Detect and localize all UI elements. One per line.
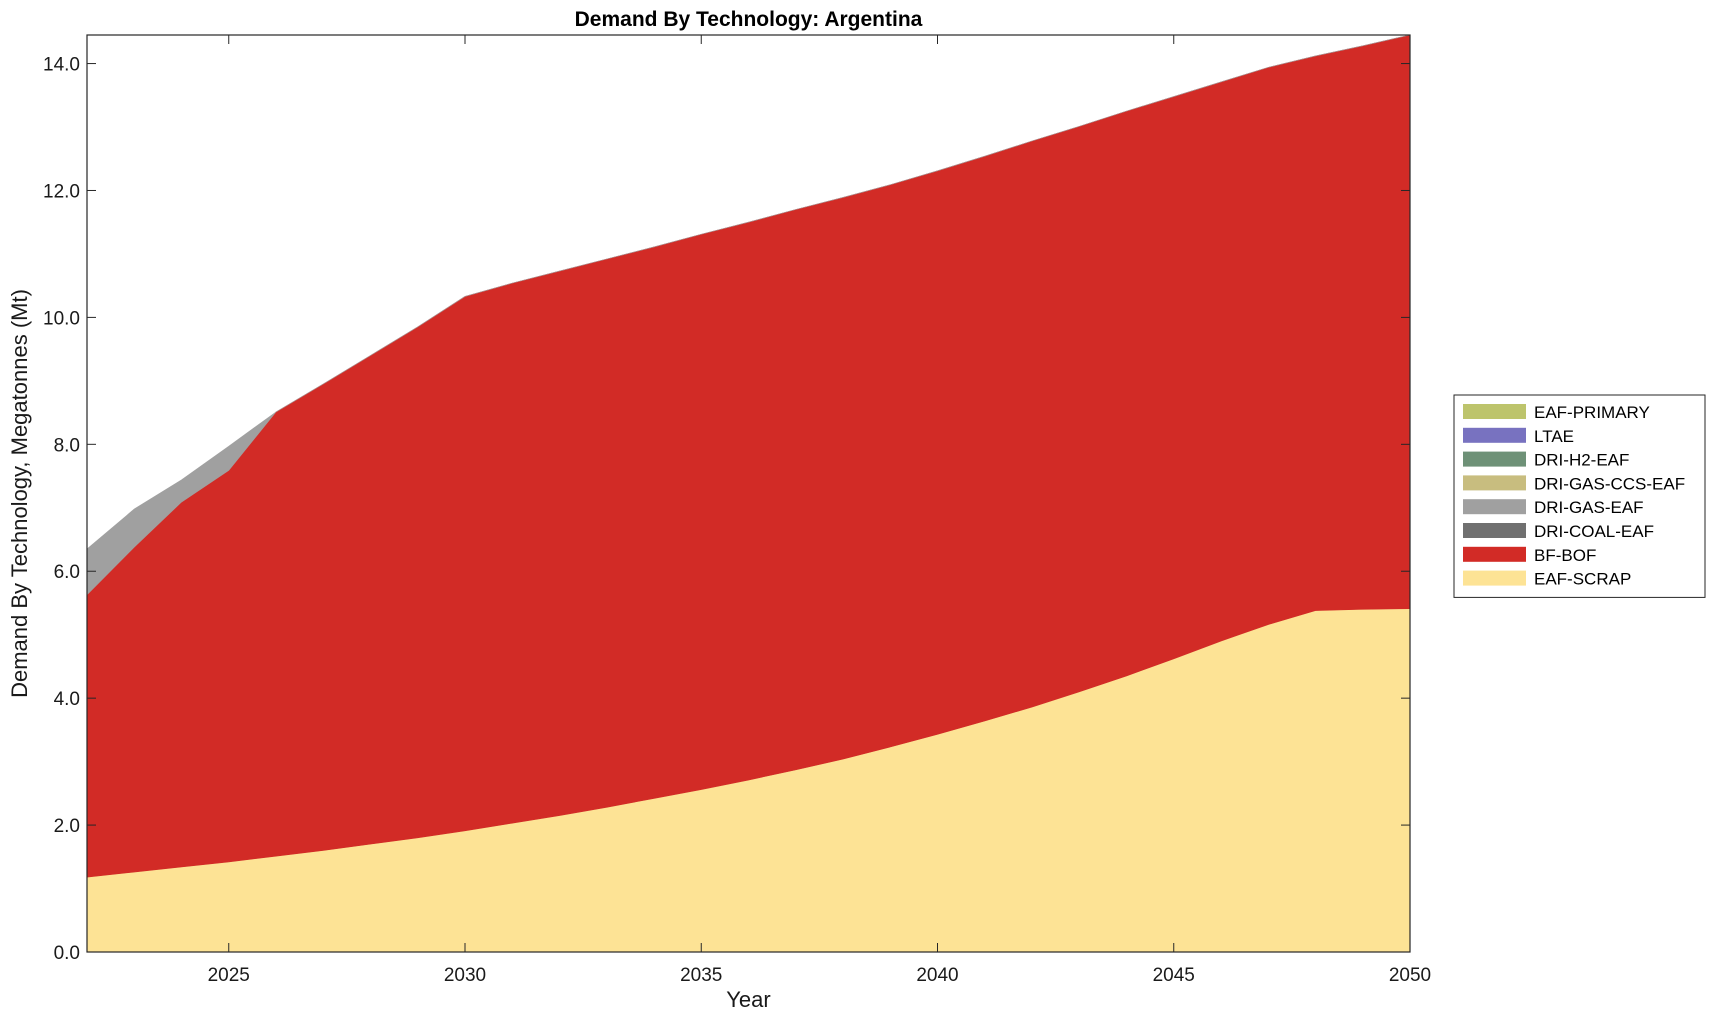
legend: EAF-PRIMARY LTAE DRI-H2-EAF DRI-GAS-CCS-EAF… — [1453, 394, 1706, 598]
x-tick-label: 2040 — [916, 965, 958, 986]
y-tick-label: 14.0 — [43, 55, 80, 76]
legend-swatch-dri-gas-eaf — [1463, 499, 1526, 515]
legend-swatch-ltae — [1463, 427, 1526, 443]
legend-label-ltae: LTAE — [1534, 427, 1574, 446]
x-tick-label: 2035 — [680, 965, 722, 986]
y-tick-label: 0.0 — [54, 943, 80, 964]
area-layer — [86, 34, 1411, 953]
legend-label-dri-h2-eaf: DRI-H2-EAF — [1534, 451, 1629, 470]
chart-title: Demand By Technology: Argentina — [575, 8, 923, 31]
legend-box — [1453, 394, 1706, 598]
y-tick-label: 6.0 — [54, 562, 80, 583]
y-tick-label: 4.0 — [54, 689, 80, 710]
legend-swatch-dri-gas-ccs-eaf — [1463, 475, 1526, 491]
legend-swatch-eaf-scrap — [1463, 570, 1526, 586]
x-tick-label: 2030 — [444, 965, 486, 986]
y-tick-label: 12.0 — [43, 181, 80, 202]
legend-label-bf-bof: BF-BOF — [1534, 546, 1596, 565]
legend-swatch-dri-coal-eaf — [1463, 523, 1526, 538]
tick-layer: 2025 2030 2035 2040 2045 2050 0.0 2.0 4.0 6.0 8.0 1… — [43, 35, 1431, 986]
legend-label-eaf-scrap: EAF-SCRAP — [1534, 570, 1631, 589]
x-axis-title: Year — [726, 987, 770, 1012]
y-axis-title: Demand By Technology, Megatonnes (Mt) — [7, 289, 32, 698]
x-tick-label: 2050 — [1389, 965, 1431, 986]
area-dri-gas-eaf — [86, 34, 1411, 596]
legend-label-dri-gas-ccs-eaf: DRI-GAS-CCS-EAF — [1534, 474, 1685, 493]
legend-swatch-eaf-primary — [1463, 404, 1526, 419]
y-tick-label: 8.0 — [54, 435, 80, 456]
legend-swatch-dri-h2-eaf — [1463, 451, 1526, 467]
legend-label-dri-gas-eaf: DRI-GAS-EAF — [1534, 498, 1644, 517]
x-tick-label: 2025 — [208, 965, 250, 986]
x-tick-label: 2045 — [1153, 965, 1195, 986]
plot-frame — [86, 34, 1411, 953]
y-tick-label: 2.0 — [54, 816, 80, 837]
legend-label-dri-coal-eaf: DRI-COAL-EAF — [1534, 522, 1654, 541]
legend-label-eaf-primary: EAF-PRIMARY — [1534, 403, 1650, 422]
legend-swatch-bf-bof — [1463, 546, 1526, 562]
y-tick-label: 10.0 — [43, 308, 80, 329]
